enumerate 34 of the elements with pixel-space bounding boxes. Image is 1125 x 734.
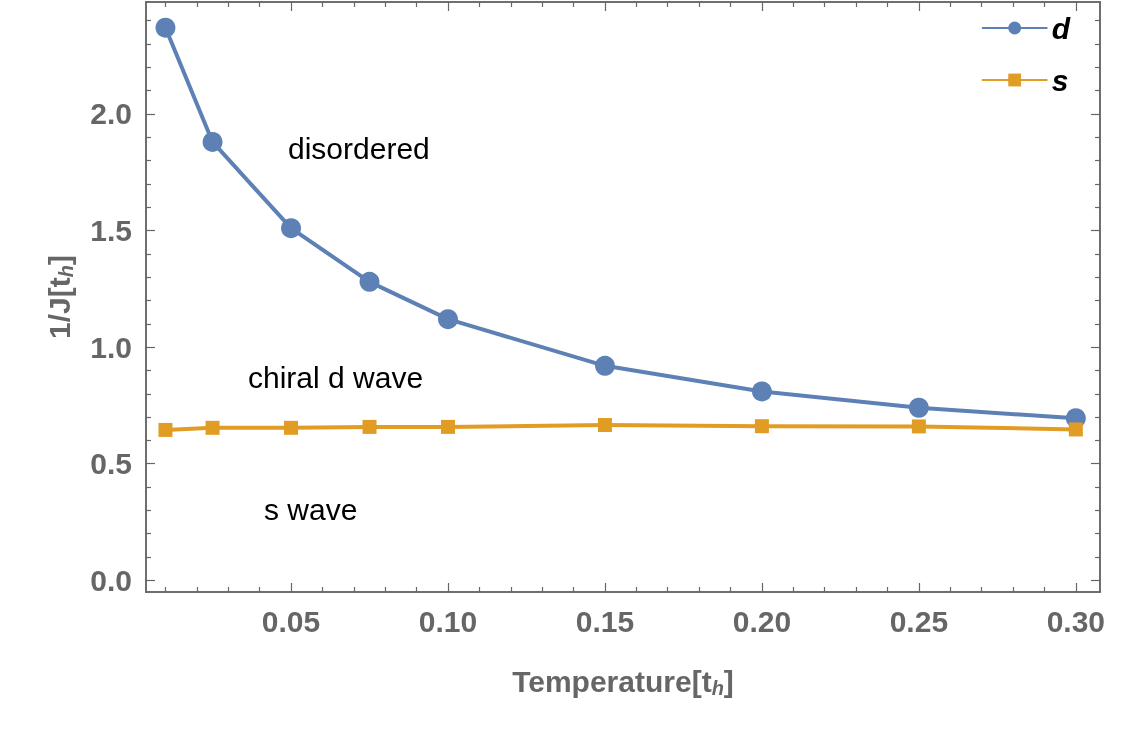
y-tick-label: 0.5 [90, 447, 132, 481]
point [284, 420, 299, 435]
point [911, 419, 926, 434]
point [155, 17, 176, 38]
y-tick-label: 1.0 [90, 330, 132, 364]
y-tick-label: 1.5 [90, 214, 132, 248]
point [438, 309, 458, 330]
annotation: disordered [288, 131, 430, 165]
x-tick-label: 0.20 [732, 604, 792, 638]
point [440, 419, 455, 434]
annotation: chiral d wave [248, 360, 424, 394]
y-axis-title: 1/J[th] [42, 255, 77, 339]
point [205, 420, 220, 435]
x-tick-label: 0.05 [261, 604, 321, 638]
point [362, 419, 377, 434]
x-tick-label: 0.15 [575, 604, 635, 638]
y-tick-label: 2.0 [90, 97, 132, 131]
legend-label: d [1051, 11, 1071, 45]
point [202, 131, 223, 152]
point [751, 381, 772, 402]
point [281, 218, 302, 239]
annotation: s wave [264, 492, 358, 526]
point [597, 418, 612, 433]
point [359, 271, 380, 292]
legend-label: s [1051, 63, 1069, 97]
point [1068, 422, 1083, 437]
point [754, 419, 769, 434]
x-tick-label: 0.10 [418, 604, 478, 638]
point [594, 355, 615, 376]
y-tick-label: 0.0 [90, 563, 132, 597]
x-tick-label: 0.25 [889, 604, 949, 638]
x-tick-label: 0.30 [1046, 604, 1106, 638]
point [158, 422, 173, 437]
point [908, 397, 929, 418]
